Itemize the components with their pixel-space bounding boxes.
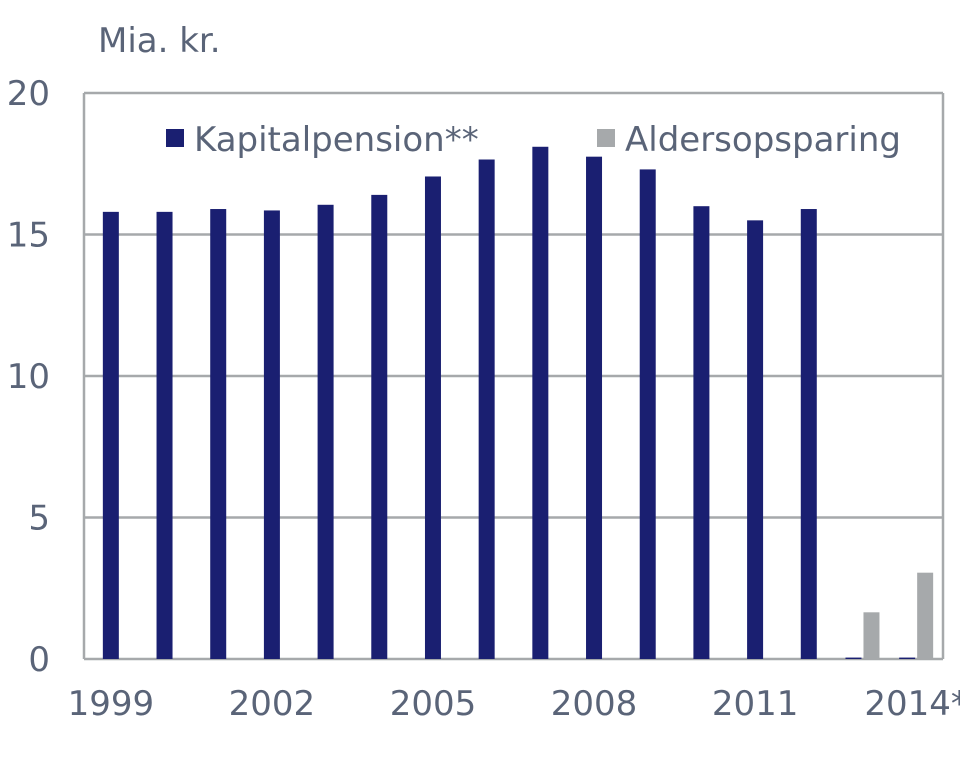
bar-kapitalpension-2002 [263,210,280,659]
x-tick-label: 2011 [712,684,799,724]
x-tick-label: 2005 [390,684,477,724]
y-tick-label: 10 [7,357,50,397]
bar-kapitalpension-2009 [639,169,656,659]
bar-kapitalpension-2000 [156,211,173,660]
bars [102,146,934,660]
legend-swatch-0 [166,129,184,147]
bar-kapitalpension-2014* [899,657,916,659]
bar-aldersopsparing-2014* [917,572,934,659]
legend-swatch-1 [597,129,615,147]
y-tick-label: 20 [7,74,50,114]
legend-label-1: Aldersopsparing [625,120,901,160]
bar-kapitalpension-2010 [693,206,710,659]
bar-kapitalpension-2007 [532,146,549,659]
y-tick-label: 5 [28,499,50,539]
bar-kapitalpension-2001 [210,209,227,659]
x-tick-label: 2014* [864,684,960,724]
bar-kapitalpension-2005 [424,176,441,660]
y-tick-label: 15 [7,216,50,256]
bar-kapitalpension-2004 [371,194,388,659]
x-tick-label: 2008 [551,684,638,724]
bar-kapitalpension-1999 [102,211,119,660]
y-tick-labels: 0 5 10 15 20 [7,74,50,680]
legend: Kapitalpension** Aldersopsparing [166,120,901,160]
bar-kapitalpension-2006 [478,159,495,659]
y-axis-label: Mia. kr. [98,21,221,61]
bar-aldersopsparing-2013 [863,612,880,659]
y-tick-label: 0 [28,640,50,680]
legend-label-0: Kapitalpension** [194,120,479,160]
bar-kapitalpension-2013 [845,657,862,659]
bar-kapitalpension-2003 [317,204,334,659]
x-tick-label: 2002 [229,684,316,724]
grid-lines [82,91,945,661]
bar-kapitalpension-2008 [586,156,603,660]
x-tick-label: 1999 [68,684,155,724]
x-tick-labels: 1999 2002 2005 2008 2011 2014* [68,684,960,724]
bar-kapitalpension-2012 [800,209,817,659]
bar-kapitalpension-2011 [747,220,764,659]
